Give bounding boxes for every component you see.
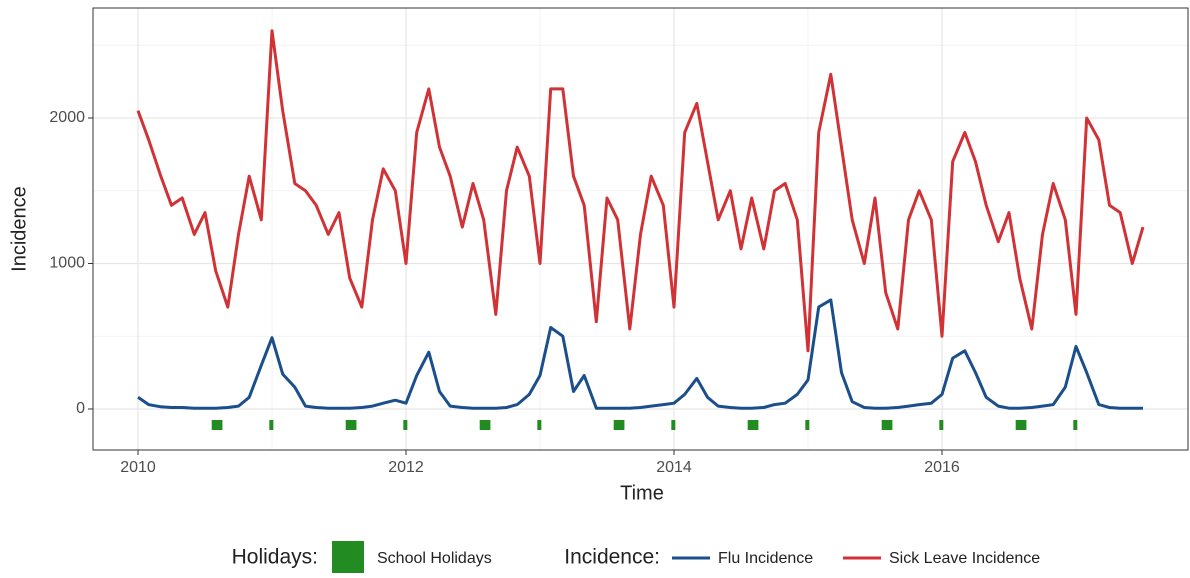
x-tick-label: 2010 bbox=[120, 459, 156, 476]
x-tick-label: 2012 bbox=[388, 459, 424, 476]
y-tick-label: 2000 bbox=[49, 109, 85, 126]
holiday-period bbox=[345, 420, 357, 430]
x-tick-label: 2016 bbox=[924, 459, 960, 476]
x-tick-label: 2014 bbox=[656, 459, 692, 476]
legend-title: Incidence: bbox=[564, 546, 660, 569]
holiday-period bbox=[1073, 420, 1078, 430]
legend-label: Flu Incidence bbox=[718, 550, 813, 567]
holiday-period bbox=[1015, 420, 1027, 430]
holiday-period bbox=[747, 420, 759, 430]
x-axis-title: Time bbox=[620, 482, 664, 504]
holiday-period bbox=[537, 420, 542, 430]
holiday-period bbox=[805, 420, 810, 430]
plot-border bbox=[92, 7, 1189, 451]
y-axis-title: Incidence bbox=[8, 186, 30, 272]
legend-label: Sick Leave Incidence bbox=[889, 550, 1040, 567]
holiday-period bbox=[881, 420, 893, 430]
y-tick-label: 1000 bbox=[49, 255, 85, 272]
holiday-period bbox=[269, 420, 274, 430]
legend-title: Holidays: bbox=[232, 546, 318, 569]
holiday-period bbox=[613, 420, 625, 430]
holiday-period bbox=[211, 420, 223, 430]
holiday-period bbox=[671, 420, 676, 430]
holiday-period bbox=[939, 420, 944, 430]
series-line bbox=[136, 29, 1145, 353]
legend-swatch bbox=[332, 541, 364, 573]
holiday-period bbox=[403, 420, 408, 430]
legend-label: School Holidays bbox=[377, 550, 492, 567]
y-tick-label: 0 bbox=[76, 400, 85, 417]
series-line bbox=[137, 298, 1143, 410]
holiday-period bbox=[479, 420, 491, 430]
